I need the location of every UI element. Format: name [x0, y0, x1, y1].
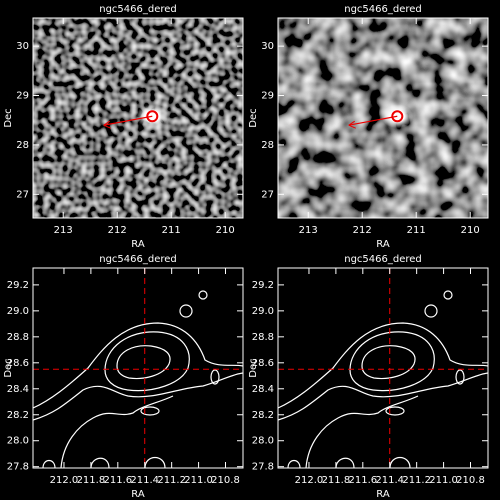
y-tick-label: 30	[261, 41, 274, 52]
x-tick-label: 211.8	[322, 475, 351, 486]
x-tick-label: 213	[54, 225, 73, 236]
x-tick-label: 211.4	[375, 475, 404, 486]
y-tick-label: 27	[16, 189, 29, 200]
y-tick-label: 28.2	[7, 410, 29, 421]
panel: ngc5466_dered RA Dec 213 212 211 210 27 28 29 30	[248, 4, 489, 250]
plot-area	[278, 268, 488, 468]
y-tick-label: 29	[16, 91, 29, 102]
y-tick-label: 28	[16, 140, 29, 151]
arrow-head	[348, 120, 356, 129]
axes-frame	[32, 267, 244, 469]
y-axis-label: Dec	[3, 108, 14, 127]
x-tick-label: 211.8	[77, 475, 106, 486]
x-tick-label: 213	[299, 225, 318, 236]
x-axis-label: RA	[376, 239, 390, 250]
plot-area	[33, 268, 243, 468]
y-tick-label: 29.2	[7, 280, 29, 291]
y-axis-label: Dec	[3, 358, 14, 377]
x-tick-label: 211	[162, 225, 181, 236]
y-tick-label: 28.0	[252, 436, 274, 447]
axes-frame	[32, 17, 244, 219]
panel-title: ngc5466_dered	[99, 254, 177, 265]
panel-title: ngc5466_dered	[344, 4, 422, 15]
y-tick-label: 28.8	[252, 332, 274, 343]
x-axis-label: RA	[376, 489, 390, 500]
plot-area	[278, 18, 488, 218]
x-tick-label: 211.6	[103, 475, 132, 486]
x-tick-label: 211.2	[402, 475, 431, 486]
y-tick-label: 28.4	[7, 384, 29, 395]
y-axis-label: Dec	[248, 108, 259, 127]
y-tick-label: 28.4	[252, 384, 274, 395]
x-tick-label: 210.8	[211, 475, 240, 486]
contours	[33, 290, 243, 468]
x-tick-label: 211.6	[348, 475, 377, 486]
y-tick-label: 29	[261, 91, 274, 102]
y-tick-label: 28	[261, 140, 274, 151]
x-tick-label: 211.0	[429, 475, 458, 486]
arrow	[103, 115, 153, 126]
source-marker	[146, 110, 159, 123]
axes-frame	[277, 267, 489, 469]
x-tick-label: 210	[216, 225, 235, 236]
panel: ngc5466_deredRADec212.0211.8211.6211.421…	[3, 254, 244, 500]
y-tick-label: 28.6	[7, 358, 29, 369]
y-tick-label: 28.0	[7, 436, 29, 447]
plot-area	[33, 18, 243, 218]
y-tick-label: 27.8	[7, 462, 29, 473]
axes-frame	[277, 17, 489, 219]
x-axis-label: RA	[131, 239, 145, 250]
y-tick-label: 29.2	[252, 280, 274, 291]
arrow	[348, 115, 398, 126]
y-axis-label: Dec	[248, 358, 259, 377]
x-axis-label: RA	[131, 489, 145, 500]
y-tick-label: 30	[16, 41, 29, 52]
x-tick-label: 210	[461, 225, 480, 236]
y-tick-label: 27	[261, 189, 274, 200]
x-tick-label: 212	[353, 225, 372, 236]
panel-title: ngc5466_dered	[344, 254, 422, 265]
x-tick-label: 212.0	[50, 475, 79, 486]
x-tick-label: 212.0	[295, 475, 324, 486]
panel: ngc5466_dered RA Dec 213 212 211 210 27 28 29 30	[3, 4, 244, 250]
x-tick-label: 211.0	[184, 475, 213, 486]
contours	[278, 290, 488, 468]
panel-title: ngc5466_dered	[99, 4, 177, 15]
x-tick-label: 211	[407, 225, 426, 236]
x-tick-label: 210.8	[456, 475, 485, 486]
panel: ngc5466_deredRADec212.0211.8211.6211.421…	[248, 254, 489, 500]
y-tick-label: 27.8	[252, 462, 274, 473]
y-tick-label: 29.0	[7, 306, 29, 317]
y-tick-label: 28.2	[252, 410, 274, 421]
x-tick-label: 212	[108, 225, 127, 236]
arrow-head	[103, 120, 111, 129]
y-tick-label: 28.8	[7, 332, 29, 343]
y-tick-label: 29.0	[252, 306, 274, 317]
source-marker	[391, 110, 404, 123]
y-tick-label: 28.6	[252, 358, 274, 369]
x-tick-label: 211.2	[157, 475, 186, 486]
x-tick-label: 211.4	[130, 475, 159, 486]
